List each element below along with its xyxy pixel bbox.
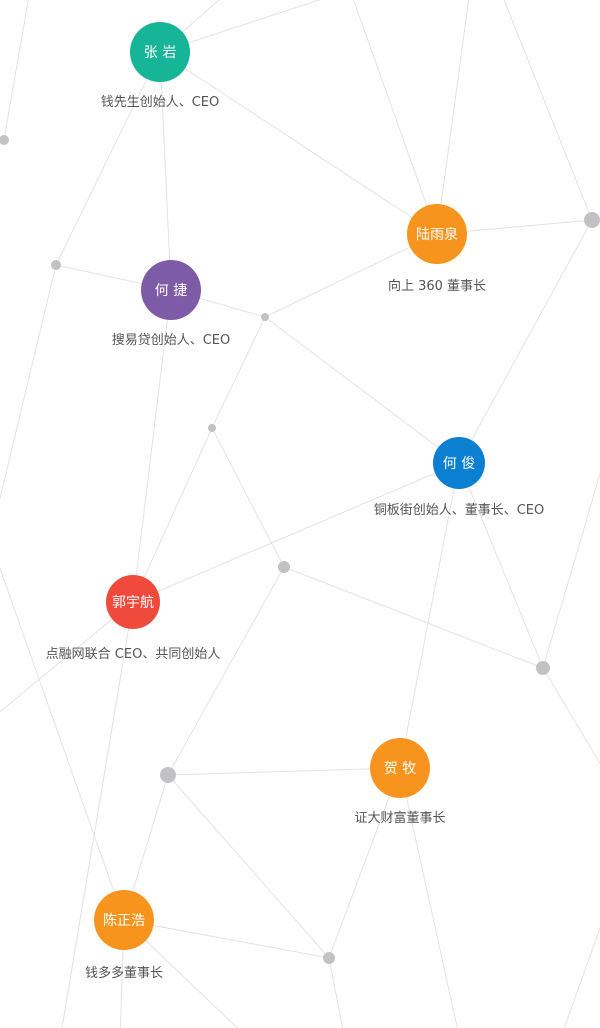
connection-line (159, 0, 321, 53)
connection-line (542, 472, 600, 669)
title-he-jie: 搜易贷创始人、CEO (111, 333, 231, 348)
avatar-lu-yuquan[interactable]: 陆雨泉 (407, 204, 467, 264)
connection-line (0, 601, 134, 713)
connection-line (159, 51, 438, 235)
connection-line (211, 427, 285, 568)
connection-line (436, 0, 470, 235)
connection-line (159, 51, 172, 291)
avatar-he-jie[interactable]: 何 捷 (141, 260, 201, 320)
title-guo-yuhang: 点融网联合 CEO、共同创始人 (45, 647, 221, 662)
connection-line (283, 566, 544, 669)
avatar-guo-yuhang[interactable]: 郭宇航 (106, 575, 160, 629)
connection-line (167, 774, 330, 959)
title-lu-yuquan: 向上 360 董事长 (387, 279, 487, 294)
connection-line (264, 316, 460, 464)
network-dot (208, 424, 216, 432)
network-dot (0, 135, 9, 145)
connection-line (328, 767, 401, 959)
avatar-zhang-yan[interactable]: 张 岩 (130, 22, 190, 82)
network-dot (51, 260, 61, 270)
connection-line (0, 566, 125, 921)
avatar-chen-zhenghao[interactable]: 陈正浩 (94, 890, 154, 950)
connection-line (503, 0, 593, 221)
title-zhang-yan: 钱先生创始人、CEO (100, 95, 220, 110)
connection-line (399, 767, 458, 1028)
title-chen-zhenghao: 钱多多董事长 (84, 966, 164, 981)
connection-line (399, 462, 460, 769)
network-dot (323, 952, 335, 964)
connection-line (563, 926, 600, 1028)
connection-line (167, 566, 285, 776)
connection-line (61, 601, 134, 1028)
network-dot (160, 767, 176, 783)
connection-line (132, 427, 213, 603)
connection-line (458, 462, 544, 669)
avatar-he-mu[interactable]: 贺 牧 (370, 738, 430, 798)
connection-line (353, 0, 438, 235)
network-dot (261, 313, 269, 321)
connection-line (458, 219, 593, 464)
connection-line (0, 264, 57, 501)
connection-line (132, 462, 460, 603)
title-he-jun: 铜板街创始人、董事长、CEO (373, 503, 545, 518)
connection-line (3, 0, 29, 141)
avatar-he-jun[interactable]: 何 俊 (433, 437, 485, 489)
network-dot (584, 212, 600, 228)
network-dot (536, 661, 550, 675)
connection-line (211, 316, 266, 429)
connection-line (542, 667, 600, 765)
network-dot (278, 561, 290, 573)
title-he-mu: 证大财富董事长 (354, 811, 446, 826)
network-dots (0, 135, 600, 964)
connection-line (328, 957, 344, 1028)
connection-line (132, 289, 172, 603)
connection-line (167, 767, 401, 776)
connection-line (264, 233, 438, 318)
connection-line (55, 51, 161, 266)
connection-line (123, 919, 330, 959)
